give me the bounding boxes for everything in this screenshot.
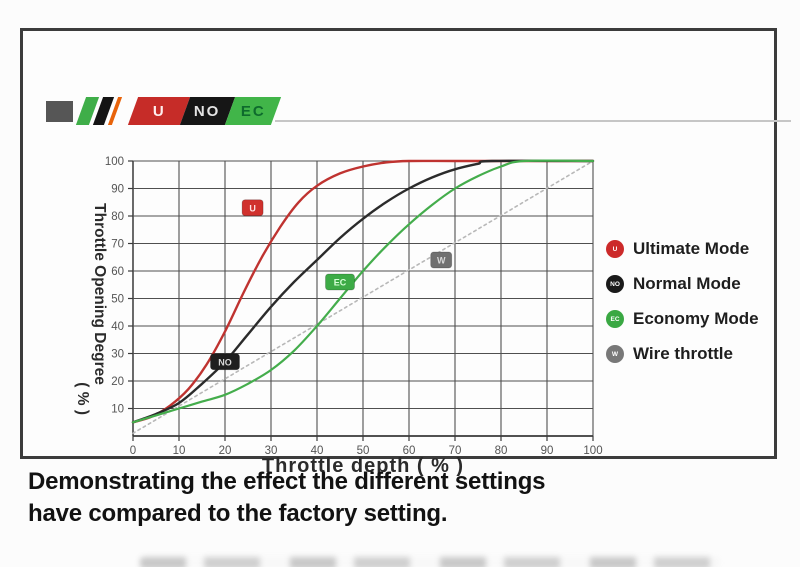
legend-label-economy: Economy Mode <box>633 309 759 328</box>
curve-normal-mode <box>131 159 595 424</box>
x-tick-label: 30 <box>265 445 278 457</box>
y-tick-label: 50 <box>111 294 124 306</box>
y-tick-label: 20 <box>111 376 124 388</box>
logo-badge-u-label: U <box>152 102 166 120</box>
y-tick-label: 60 <box>111 266 124 278</box>
legend-item-normal: NO Normal Mode <box>606 274 759 294</box>
ultimate-mode-marker-icon: U <box>606 240 624 258</box>
cutoff-bottom-content <box>140 557 720 567</box>
chart-badge-no <box>210 353 240 371</box>
y-tick-label: 10 <box>111 404 124 416</box>
y-axis-title-line2: ( % ) <box>74 382 91 415</box>
legend-item-economy: EC Economy Mode <box>606 309 759 329</box>
caption: Demonstrating the effect the different s… <box>28 466 546 530</box>
y-tick-label: 30 <box>111 349 124 361</box>
x-tick-label: 100 <box>583 445 602 457</box>
logo-underline <box>275 120 791 122</box>
chart-badge-label-ec: EC <box>334 278 347 288</box>
chart-badge-label-w: W <box>437 256 446 266</box>
economy-mode-marker-icon: EC <box>606 310 624 328</box>
x-tick-label: 0 <box>130 445 136 457</box>
chart-badge-ec <box>325 273 355 291</box>
x-axis-title: Throttle depth ( % ) <box>261 455 465 477</box>
y-tick-label: 100 <box>105 156 124 168</box>
logo-badge-ec: EC <box>224 97 282 125</box>
logo-stripes <box>75 97 123 125</box>
chart-badge-label-u: U <box>249 203 256 213</box>
chart-badge-w <box>430 251 453 269</box>
legend-label-normal: Normal Mode <box>633 274 741 293</box>
legend-item-wire: W Wire throttle <box>606 344 759 364</box>
x-tick-label: 40 <box>311 445 324 457</box>
brand-logo: U NO EC <box>127 97 282 125</box>
y-tick-label: 40 <box>111 321 124 333</box>
caption-line1: Demonstrating the effect the different s… <box>28 468 546 495</box>
curve-wire-throttle <box>132 160 594 435</box>
curve-economy-mode <box>131 159 595 424</box>
x-tick-label: 10 <box>173 445 186 457</box>
x-tick-label: 90 <box>541 445 554 457</box>
chart-legend: U Ultimate Mode NO Normal Mode EC Econom… <box>606 239 759 364</box>
logo-bar <box>46 101 73 122</box>
x-tick-label: 80 <box>495 445 508 457</box>
logo-badge-no-label: NO <box>194 102 221 120</box>
throttle-curve-chart: 0 10 20 30 40 50 60 70 80 90 100 10 20 30 40 50 60 70 80 90… <box>105 156 603 457</box>
normal-mode-marker-icon: NO <box>606 275 624 293</box>
x-tick-label: 20 <box>219 445 232 457</box>
logo-badge-ec-label: EC <box>240 102 266 120</box>
legend-label-wire: Wire throttle <box>633 344 733 363</box>
curve-ultimate-mode <box>131 159 595 424</box>
x-tick-label: 50 <box>357 445 370 457</box>
legend-item-ultimate: U Ultimate Mode <box>606 239 759 259</box>
wire-throttle-marker-icon: W <box>606 345 624 363</box>
y-tick-label: 80 <box>111 211 124 223</box>
legend-label-ultimate: Ultimate Mode <box>633 239 750 258</box>
caption-line2: have compared to the factory setting. <box>28 500 448 527</box>
x-tick-label: 70 <box>449 445 462 457</box>
chart-badge-u <box>241 199 264 217</box>
chart-badge-label-no: NO <box>218 357 232 367</box>
y-tick-label: 70 <box>111 239 124 251</box>
y-tick-label: 90 <box>111 184 124 196</box>
x-tick-label: 60 <box>403 445 416 457</box>
